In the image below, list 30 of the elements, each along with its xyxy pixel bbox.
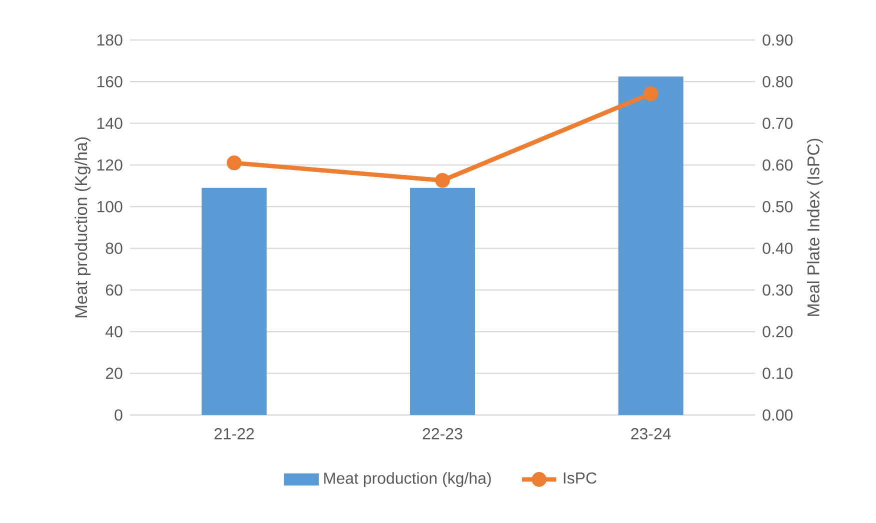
point — [226, 156, 242, 170]
y2-tick-label: 0.90 — [762, 34, 793, 46]
y2-tick-label: 0.20 — [762, 326, 793, 338]
y-tick-label: 80 — [106, 242, 122, 254]
y2-tick-label: 0.60 — [762, 159, 793, 171]
x-tick-label: 22-23 — [422, 428, 462, 440]
y2-tick-label: 0.50 — [762, 201, 793, 212]
x-tick-label: 23-24 — [631, 428, 671, 440]
y2-tick-label: 0.40 — [762, 242, 793, 254]
y2-tick-label: 0.30 — [762, 284, 793, 296]
y2-tick-label: 0.70 — [762, 118, 793, 129]
point — [643, 86, 658, 102]
y2-axis-title: Meal Plate Index (IsPC) — [806, 138, 823, 316]
y-axis-title: Meat production (Kg/ha) — [74, 137, 90, 318]
y-tick-label: 20 — [106, 368, 122, 379]
y-tick-label: 140 — [97, 118, 122, 129]
y-tick-label: 0 — [114, 409, 122, 421]
y2-tick-label: 0.10 — [762, 368, 793, 379]
y-tick-label: 160 — [97, 76, 122, 88]
y2-tick-label: 0.80 — [762, 76, 793, 88]
y2-tick-label: 0.00 — [762, 409, 793, 421]
point — [435, 173, 450, 188]
y-tick-label: 100 — [97, 201, 122, 212]
y-tick-label: 40 — [106, 326, 122, 338]
legend-label: IsPC — [564, 472, 596, 484]
y-tick-label: 180 — [97, 34, 122, 46]
y-tick-label: 60 — [106, 284, 122, 296]
x-tick-label: 21-22 — [214, 428, 254, 440]
legend-label: Meat production (kg/ha) — [324, 472, 491, 488]
y-tick-label: 120 — [97, 159, 122, 171]
